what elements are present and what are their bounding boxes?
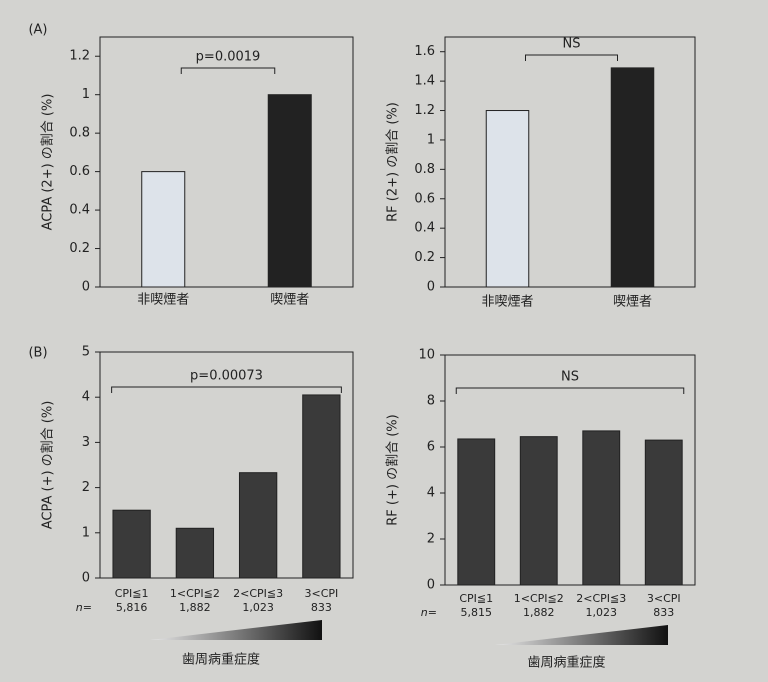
y-tick-label: 0.8: [414, 162, 435, 177]
bar: [267, 94, 312, 288]
bar: [610, 67, 655, 288]
bracket: [180, 67, 276, 74]
x-axis-label: 歯周病重症度: [527, 655, 605, 671]
x-tick-label: 3<CPI: [647, 592, 681, 605]
x-tick-label: 1<CPI≦2: [170, 587, 220, 600]
plot-frame: [444, 354, 696, 586]
bar: [141, 171, 186, 288]
y-tick-label: 4: [427, 486, 435, 501]
y-tick-label: 5: [82, 345, 90, 360]
y-tick-label: 1.2: [69, 49, 90, 64]
y-tick-label: 0.8: [69, 126, 90, 141]
y-tick-label: 1: [82, 87, 90, 102]
n-prefix: n=: [421, 606, 437, 619]
panel-label: (B): [28, 346, 47, 361]
x-tick-label: 喫煙者: [270, 293, 309, 308]
bar: [175, 527, 215, 579]
y-tick-label: 2: [82, 480, 90, 495]
bar: [485, 110, 530, 288]
y-tick-label: 6: [427, 440, 435, 455]
severity-wedge: [495, 625, 668, 645]
n-prefix: n=: [76, 601, 92, 614]
y-tick-label: 2: [427, 532, 435, 547]
bar: [238, 472, 278, 579]
bar: [519, 436, 558, 586]
y-tick-label: 0.4: [69, 203, 90, 218]
bar: [644, 439, 683, 586]
annotation: NS: [561, 370, 579, 385]
y-tick-label: 0: [82, 280, 90, 295]
x-tick-label: CPI≦1: [115, 587, 149, 600]
x-tick-label: 2<CPI≦3: [233, 587, 283, 600]
bar: [112, 509, 151, 579]
severity-wedge: [150, 620, 322, 640]
y-axis-label: ACPA (2+) の割合 (%): [40, 94, 56, 231]
y-tick-label: 0.2: [414, 250, 435, 265]
x-tick-label: 非喫煙者: [481, 295, 533, 310]
plot-frame: [99, 351, 354, 579]
x-tick-label: 2<CPI≦3: [576, 592, 626, 605]
n-label: 1,023: [586, 606, 618, 619]
y-axis-label: ACPA (+) の割合 (%): [40, 401, 56, 530]
panel-label: (A): [28, 23, 47, 38]
annotation: NS: [563, 37, 581, 52]
plot-frame: [99, 36, 354, 288]
bar: [582, 430, 621, 586]
y-tick-label: 10: [418, 348, 435, 363]
bracket: [525, 54, 618, 61]
y-tick-label: 1: [82, 525, 90, 540]
n-label: 833: [653, 606, 674, 619]
x-tick-label: 非喫煙者: [137, 293, 189, 308]
y-tick-label: 0: [82, 571, 90, 586]
annotation: p=0.0019: [196, 50, 261, 65]
x-tick-label: 喫煙者: [613, 295, 652, 310]
x-tick-label: 1<CPI≦2: [514, 592, 564, 605]
y-tick-label: 0.6: [414, 191, 435, 206]
plot-frame: [444, 36, 696, 288]
y-tick-label: 4: [82, 390, 90, 405]
y-tick-label: 0: [427, 578, 435, 593]
n-label: 1,882: [523, 606, 555, 619]
y-tick-label: 0.2: [69, 241, 90, 256]
bar: [457, 438, 496, 586]
y-axis-label: RF (+) の割合 (%): [385, 414, 401, 525]
n-label: 1,882: [179, 601, 211, 614]
bar: [302, 394, 341, 579]
bracket: [455, 387, 685, 394]
y-tick-label: 1.4: [414, 74, 435, 89]
y-axis-label: RF (2+) の割合 (%): [385, 102, 401, 222]
bracket: [111, 386, 342, 393]
x-tick-label: 3<CPI: [304, 587, 338, 600]
n-label: 5,816: [116, 601, 148, 614]
x-tick-label: CPI≦1: [459, 592, 493, 605]
n-label: 1,023: [242, 601, 274, 614]
x-axis-label: 歯周病重症度: [182, 652, 260, 668]
y-tick-label: 3: [82, 435, 90, 450]
y-tick-label: 0.6: [69, 164, 90, 179]
y-tick-label: 1.2: [414, 103, 435, 118]
n-label: 5,815: [461, 606, 493, 619]
n-label: 833: [311, 601, 332, 614]
annotation: p=0.00073: [190, 369, 263, 384]
y-tick-label: 1: [427, 132, 435, 147]
y-tick-label: 1.6: [414, 44, 435, 59]
y-tick-label: 0.4: [414, 221, 435, 236]
y-tick-label: 8: [427, 394, 435, 409]
y-tick-label: 0: [427, 280, 435, 295]
